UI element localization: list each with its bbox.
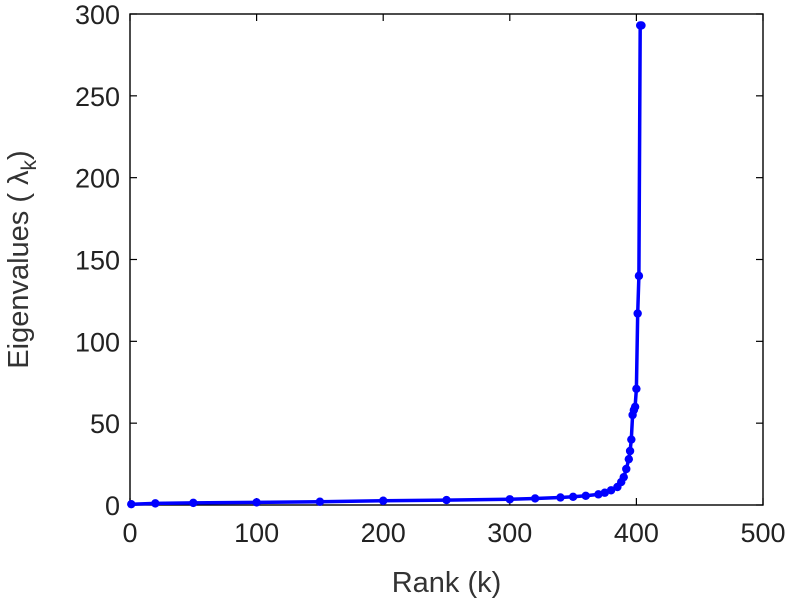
- x-tick-label: 100: [234, 518, 279, 548]
- data-point: [632, 384, 641, 393]
- data-point: [442, 495, 451, 505]
- data-point: [627, 435, 636, 444]
- y-axis-title: Eigenvalues ( λk): [3, 150, 41, 368]
- data-point: [619, 472, 628, 482]
- y-axis-title-main: Eigenvalues ( λ: [3, 170, 35, 369]
- y-tick-label: 300: [75, 0, 120, 30]
- data-point: [315, 497, 325, 506]
- data-point: [252, 498, 261, 507]
- data-point: [634, 271, 644, 281]
- y-tick-label: 0: [105, 491, 120, 521]
- series-line: [131, 23, 642, 506]
- data-point: [622, 464, 631, 474]
- y-axis-title-close: ): [3, 150, 35, 160]
- data-point: [633, 309, 642, 318]
- y-tick-label: 50: [90, 409, 120, 439]
- x-tick-label: 300: [487, 518, 532, 548]
- y-tick-label: 100: [75, 327, 120, 357]
- data-point: [568, 492, 578, 502]
- data-point: [625, 446, 635, 456]
- y-tick-label: 250: [75, 82, 120, 112]
- data-point: [530, 494, 540, 503]
- y-tick-label: 200: [75, 164, 120, 194]
- data-point: [630, 402, 640, 411]
- svg-text:Eigenvalues ( λk): Eigenvalues ( λk): [3, 150, 41, 368]
- x-tick-label: 500: [740, 518, 785, 548]
- y-tick-label: 150: [75, 246, 120, 276]
- axis-ticks: 0 100 200 300 400 500 0 50 100 150 200 250 300: [75, 0, 786, 548]
- data-point: [505, 495, 514, 504]
- x-axis-title: Rank (k): [392, 567, 502, 599]
- data-point: [127, 499, 136, 509]
- data-point: [189, 498, 198, 508]
- plot-frame: [129, 13, 764, 506]
- data-point: [600, 488, 609, 497]
- data-point: [606, 486, 616, 495]
- data-point: [594, 490, 603, 499]
- x-tick-label: 400: [614, 518, 659, 548]
- x-tick-label: 0: [122, 518, 137, 548]
- x-tick-label: 200: [361, 518, 406, 548]
- y-axis-title-subscript: k: [18, 159, 41, 170]
- series-layer: [127, 21, 646, 509]
- data-point: [379, 496, 388, 505]
- data-point: [556, 493, 565, 502]
- data-point: [151, 499, 160, 508]
- data-point: [637, 21, 646, 30]
- data-point: [624, 454, 634, 464]
- data-point: [581, 491, 590, 501]
